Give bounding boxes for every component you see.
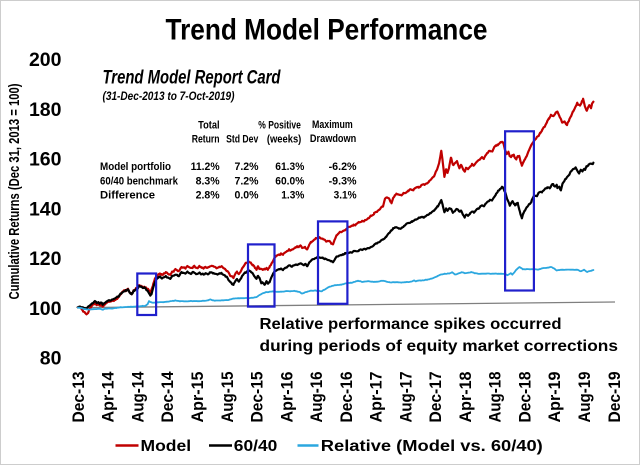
- svg-text:2.8%: 2.8%: [196, 190, 220, 202]
- svg-text:Apr-14: Apr-14: [99, 371, 118, 423]
- svg-text:200: 200: [29, 49, 62, 71]
- svg-text:Drawdown: Drawdown: [310, 133, 357, 145]
- svg-text:60/40: 60/40: [234, 438, 277, 455]
- svg-text:8.3%: 8.3%: [196, 175, 220, 187]
- svg-text:Aug-19: Aug-19: [575, 372, 594, 423]
- svg-text:Model portfolio: Model portfolio: [100, 161, 171, 173]
- svg-text:61.3%: 61.3%: [275, 161, 304, 173]
- svg-text:80: 80: [40, 348, 62, 370]
- svg-text:Return: Return: [192, 133, 220, 145]
- svg-text:180: 180: [29, 99, 62, 121]
- svg-text:Dec-13: Dec-13: [69, 372, 88, 423]
- svg-text:Apr-15: Apr-15: [188, 372, 207, 423]
- svg-text:Aug-15: Aug-15: [218, 372, 237, 423]
- svg-text:% Positive: % Positive: [258, 120, 301, 132]
- svg-text:Relative (Model vs. 60/40): Relative (Model vs. 60/40): [321, 438, 543, 455]
- svg-text:Apr-18: Apr-18: [456, 372, 475, 423]
- svg-text:Aug-16: Aug-16: [307, 372, 326, 423]
- svg-text:Cumulative Returns (Dec 31, 20: Cumulative Returns (Dec 31, 2013 = 100): [7, 83, 23, 299]
- svg-text:-9.3%: -9.3%: [329, 175, 357, 187]
- svg-text:11.2%: 11.2%: [191, 161, 220, 173]
- svg-text:Dec-15: Dec-15: [248, 372, 267, 423]
- svg-text:100: 100: [29, 298, 62, 320]
- svg-text:160: 160: [29, 149, 62, 171]
- svg-text:Difference: Difference: [100, 190, 155, 202]
- svg-text:Std Dev: Std Dev: [226, 133, 259, 145]
- svg-text:7.2%: 7.2%: [235, 175, 259, 187]
- svg-text:Dec-14: Dec-14: [158, 371, 177, 422]
- svg-text:Relative performance spikes oc: Relative performance spikes occurred: [260, 316, 562, 333]
- svg-text:(31-Dec-2013 to 7-Oct-2019): (31-Dec-2013 to 7-Oct-2019): [103, 89, 235, 103]
- svg-text:60/40 benchmark: 60/40 benchmark: [100, 175, 179, 187]
- svg-text:Dec-17: Dec-17: [426, 372, 445, 423]
- svg-text:120: 120: [29, 248, 62, 270]
- svg-text:-6.2%: -6.2%: [329, 161, 357, 173]
- svg-text:Apr-19: Apr-19: [545, 372, 564, 423]
- svg-text:60.0%: 60.0%: [275, 175, 304, 187]
- svg-text:(weeks): (weeks): [267, 133, 302, 145]
- svg-text:Dec-16: Dec-16: [337, 372, 356, 423]
- svg-text:0.0%: 0.0%: [235, 190, 259, 202]
- svg-text:Model: Model: [141, 438, 192, 455]
- svg-text:Maximum: Maximum: [312, 119, 353, 131]
- svg-text:140: 140: [29, 198, 62, 220]
- svg-text:during periods of equity marke: during periods of equity market correcti…: [260, 338, 619, 355]
- svg-text:1.3%: 1.3%: [281, 190, 304, 202]
- svg-text:Dec-18: Dec-18: [516, 372, 535, 423]
- svg-text:Apr-16: Apr-16: [277, 372, 296, 423]
- svg-text:Total: Total: [198, 120, 220, 132]
- svg-text:Trend Model Report Card: Trend Model Report Card: [103, 67, 281, 88]
- svg-text:Trend Model Performance: Trend Model Performance: [166, 14, 488, 47]
- svg-text:7.2%: 7.2%: [235, 161, 259, 173]
- svg-text:Aug-18: Aug-18: [486, 372, 505, 423]
- svg-text:Aug-17: Aug-17: [396, 372, 415, 423]
- svg-text:3.1%: 3.1%: [334, 190, 357, 202]
- svg-text:Aug-14: Aug-14: [128, 371, 147, 422]
- svg-text:Dec-19: Dec-19: [605, 372, 624, 423]
- svg-text:Apr-17: Apr-17: [367, 372, 386, 423]
